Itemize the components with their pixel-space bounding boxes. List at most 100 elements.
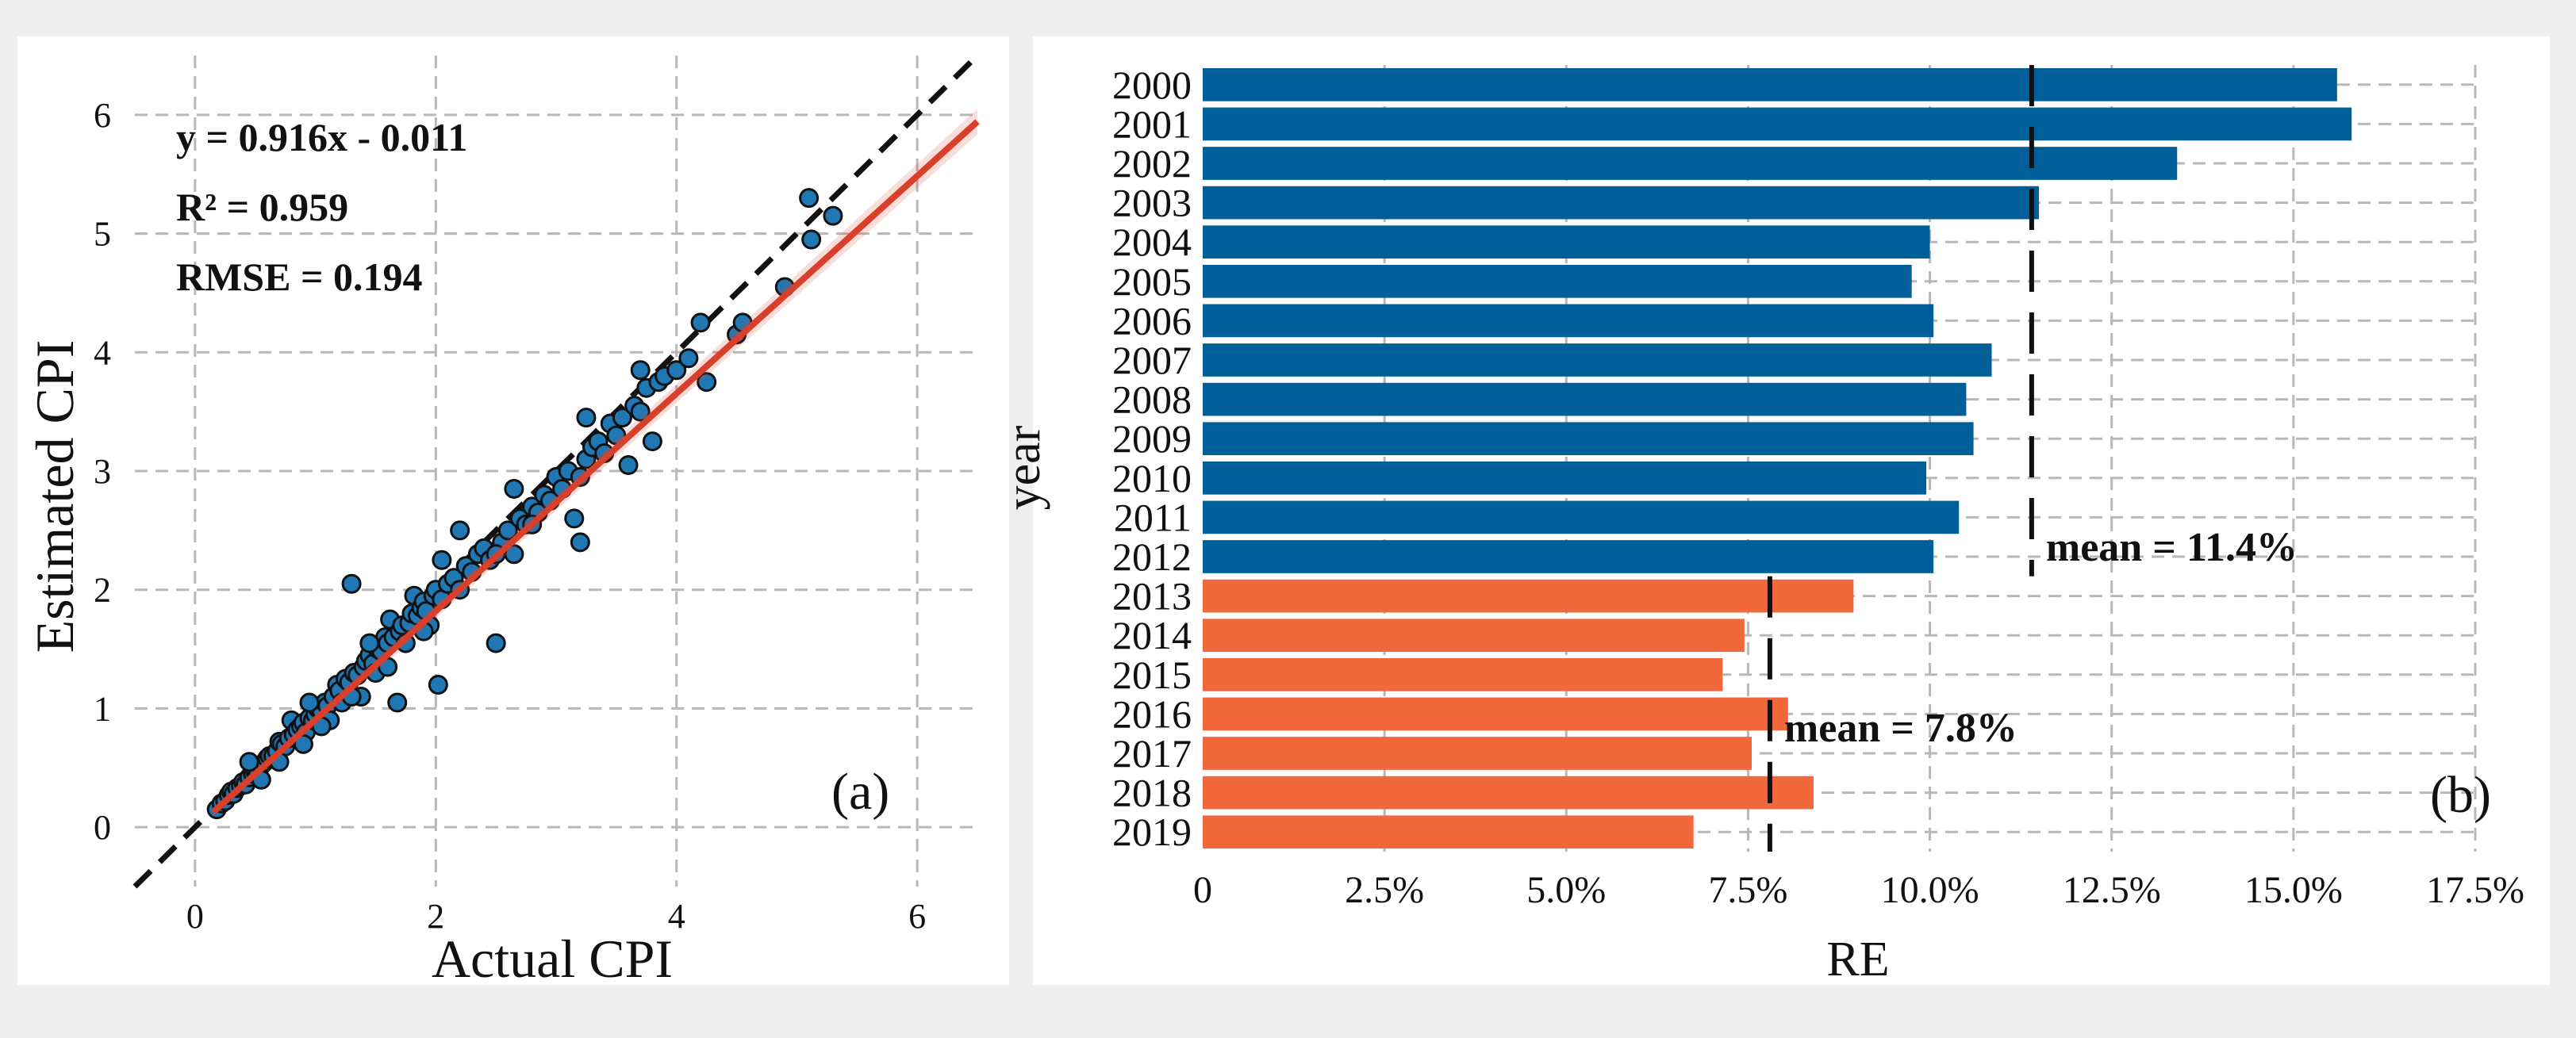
x-tick-label: 6 [908, 897, 926, 936]
data-point [690, 312, 711, 333]
r2-annotation: R² = 0.959 [176, 185, 348, 229]
year-tick-label: 2019 [1112, 810, 1192, 854]
x-tick-label: 10.0% [1881, 869, 1979, 911]
data-point [432, 550, 452, 570]
bar-2010 [1203, 461, 1926, 495]
year-tick-label: 2013 [1112, 574, 1192, 619]
x-axis-label-b: RE [1826, 933, 1889, 986]
x-tick-label: 17.5% [2426, 869, 2524, 911]
data-point [630, 360, 651, 381]
x-tick-labels: 0 2 4 6 [186, 897, 926, 936]
x-tick-label: 2 [427, 897, 444, 936]
bar-2017 [1203, 737, 1753, 770]
x-tick-label: 7.5% [1708, 869, 1787, 911]
year-tick-label: 2014 [1112, 613, 1192, 657]
year-tick-label: 2000 [1112, 63, 1192, 107]
bar-2018 [1203, 776, 1814, 810]
year-tick-label: 2010 [1112, 456, 1192, 500]
bar-2019 [1203, 815, 1694, 849]
x-tick-label: 0 [186, 897, 204, 936]
year-tick-label: 2012 [1112, 534, 1192, 579]
year-tick-label: 2009 [1112, 416, 1192, 461]
bar-2004 [1203, 225, 1930, 259]
year-tick-label: 2016 [1112, 691, 1192, 736]
y-axis-label-b: year [996, 425, 1050, 510]
year-tick-label: 2011 [1114, 495, 1192, 539]
data-point [799, 188, 820, 209]
bar-2014 [1203, 619, 1745, 653]
year-tick-label: 2018 [1112, 771, 1192, 815]
year-tick-label: 2002 [1112, 141, 1192, 186]
data-point [801, 229, 822, 250]
bar-2009 [1203, 422, 1974, 456]
year-tick-labels: 2000200120022003200420052006200720082009… [1112, 63, 1192, 854]
x-tick-label: 12.5% [2063, 869, 2161, 911]
identity-line-path [132, 53, 980, 889]
year-tick-label: 2006 [1112, 298, 1192, 343]
x-tick-label: 2.5% [1345, 869, 1424, 911]
re-tick-labels: 0 2.5% 5.0% 7.5% 10.0% 12.5% 15.0% 17.5% [1193, 869, 2524, 911]
panel-label-a: (a) [831, 763, 889, 821]
bar-2013 [1203, 579, 1854, 613]
year-tick-label: 2004 [1112, 220, 1192, 264]
data-point [697, 372, 717, 393]
year-tick-label: 2008 [1112, 377, 1192, 422]
bar-2007 [1203, 343, 1992, 377]
bar-2003 [1203, 186, 2040, 220]
data-point [293, 733, 313, 754]
y-tick-labels: 0 1 2 3 4 5 6 [94, 96, 111, 847]
scatter-points [206, 188, 843, 820]
year-tick-label: 2003 [1112, 181, 1192, 225]
bar-2012 [1203, 540, 1934, 573]
year-tick-label: 2017 [1112, 731, 1192, 776]
year-tick-label: 2005 [1112, 259, 1192, 304]
mean-lines: mean = 11.4% mean = 7.8% [1767, 65, 2298, 852]
y-tick-label: 2 [94, 571, 111, 610]
x-axis-label-a: Actual CPI [432, 929, 673, 989]
year-tick-label: 2015 [1112, 653, 1192, 697]
equation-annotation: y = 0.916x - 0.011 [176, 115, 467, 159]
bar-2001 [1203, 107, 2352, 141]
panel-a-grid [135, 56, 977, 887]
bar-2005 [1203, 264, 1912, 298]
data-point [564, 508, 585, 529]
data-point [570, 532, 590, 553]
data-point [642, 431, 662, 452]
y-axis-label-a: Estimated CPI [25, 340, 85, 653]
data-point [630, 401, 651, 422]
y-tick-label: 0 [94, 808, 111, 847]
data-point [341, 573, 362, 594]
bars [1203, 67, 2352, 849]
data-point [387, 692, 408, 713]
data-point [497, 520, 518, 541]
data-point [618, 455, 639, 476]
panel-b: mean = 11.4% mean = 7.8% 2000200120022003… [996, 36, 2550, 986]
data-point [666, 360, 687, 381]
data-point [823, 205, 843, 226]
data-point [576, 408, 597, 428]
bar-2000 [1203, 67, 2337, 102]
bar-2011 [1203, 500, 1960, 534]
x-tick-label: 4 [668, 897, 685, 936]
data-point [299, 692, 320, 713]
panel-label-b: (b) [2430, 766, 2491, 824]
y-tick-label: 4 [94, 333, 111, 372]
rmse-annotation: RMSE = 0.194 [176, 255, 422, 299]
y-tick-label: 5 [94, 215, 111, 254]
y-tick-label: 1 [94, 689, 111, 728]
data-point [678, 348, 699, 369]
data-point [486, 633, 506, 653]
data-point [428, 674, 448, 695]
identity-line [132, 53, 980, 889]
panel-a: 0 2 4 6 0 1 2 3 4 5 6 y = 0.916x - 0.011 R² = 0.9… [17, 36, 1009, 989]
mean-label: mean = 11.4% [2046, 525, 2298, 570]
year-tick-label: 2007 [1112, 338, 1192, 382]
bar-2015 [1203, 657, 1723, 691]
data-point [504, 478, 524, 499]
bar-2006 [1203, 304, 1934, 338]
fit-line [210, 109, 980, 818]
x-tick-label: 5.0% [1526, 869, 1606, 911]
data-point [450, 520, 470, 541]
x-tick-label: 15.0% [2244, 869, 2343, 911]
